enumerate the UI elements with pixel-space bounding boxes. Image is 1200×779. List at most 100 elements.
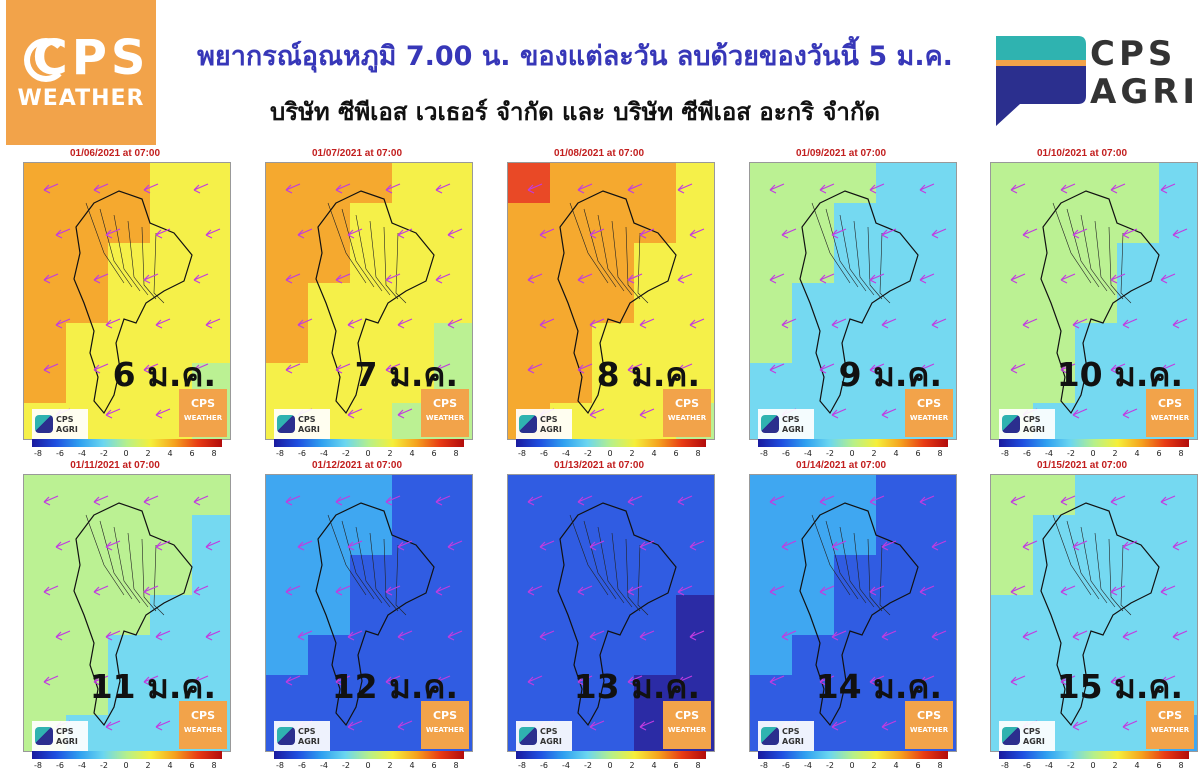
province-border: [1108, 226, 1124, 300]
wind-arrow: [397, 540, 413, 551]
logo-right-line2: AGRI: [1090, 72, 1200, 112]
wind-arrow: [205, 228, 221, 239]
anomaly-cell: [1159, 595, 1197, 636]
anomaly-cell: [308, 595, 351, 636]
wind-arrow: [43, 273, 59, 284]
colorbar-tick-label: -4: [320, 761, 328, 770]
colorbar-tick-label: -8: [760, 449, 768, 458]
wind-arrow: [1072, 540, 1088, 551]
anomaly-cell: [876, 323, 919, 364]
wind-arrow: [689, 318, 705, 329]
colorbar-tick-label: 0: [607, 449, 613, 458]
wind-arrow: [1122, 720, 1138, 731]
wind-arrow: [285, 363, 301, 374]
mini-agri-logo: CPS AGRI: [758, 409, 814, 439]
colorbar-tick-label: 8: [211, 449, 217, 458]
anomaly-cell: [750, 283, 793, 324]
wind-arrow: [627, 675, 643, 686]
forecast-panel: 01/14/2021 at 07:00 14 ม.ค. CPS AGRI CPS WEAT…: [736, 460, 957, 770]
anomaly-cell: [676, 323, 714, 364]
forecast-panel: 01/13/2021 at 07:00 13 ม.ค. CPS AGRI CPS WEAT…: [494, 460, 715, 770]
wind-arrow: [1172, 228, 1188, 239]
wind-arrow: [43, 183, 59, 194]
anomaly-cell: [66, 595, 109, 636]
anomaly-cell: [550, 635, 593, 676]
country-border: [799, 502, 919, 727]
colorbar-tick-label: 6: [673, 449, 679, 458]
anomaly-cell: [1033, 203, 1076, 244]
anomaly-cell: [1075, 715, 1118, 751]
day-label: 13 ม.ค.: [573, 667, 700, 706]
wind-arrow: [1122, 408, 1138, 419]
colorbar-tick-label: 0: [365, 761, 371, 770]
wind-arrow: [627, 585, 643, 596]
colorbar-tick-label: 0: [849, 761, 855, 770]
colorbar-tick-label: -6: [298, 449, 306, 458]
wind-arrow: [155, 540, 171, 551]
anomaly-cell: [266, 283, 309, 324]
province-border: [839, 526, 867, 604]
anomaly-cell: [392, 635, 435, 676]
wind-arrow: [1060, 363, 1076, 374]
wind-arrow: [527, 495, 543, 506]
wind-arrow: [639, 318, 655, 329]
speech-bubble-icon: [35, 727, 53, 745]
anomaly-cell: [308, 515, 351, 556]
anomaly-cell: [1075, 475, 1118, 516]
colorbar-tick-label: -8: [518, 449, 526, 458]
colorbar-ticks: -8 -6 -4 -2 0 2 4 6 8: [268, 761, 470, 771]
province-border: [341, 208, 375, 288]
colorbar-tick-label: 6: [431, 449, 437, 458]
province-border: [625, 538, 641, 612]
anomaly-cell: [1117, 635, 1160, 676]
anomaly-cell: [392, 283, 435, 324]
mini-weather-logo: CPS WEATHER: [905, 701, 953, 749]
anomaly-cell: [1117, 203, 1160, 244]
anomaly-cell: [876, 243, 919, 284]
anomaly-cell: [1159, 283, 1197, 324]
panel-date: 01/13/2021 at 07:00: [553, 460, 645, 471]
wind-arrow: [589, 630, 605, 641]
anomaly-cell: [750, 635, 793, 676]
anomaly-cell: [918, 595, 956, 636]
colorbar-tick-label: -8: [34, 761, 42, 770]
anomaly-cell: [991, 283, 1034, 324]
anomaly-cell: [1117, 475, 1160, 516]
province-border: [141, 538, 157, 612]
province-border: [113, 526, 141, 604]
anomaly-cell: [1117, 243, 1160, 284]
wind-arrow: [919, 363, 935, 374]
wind-arrow: [831, 720, 847, 731]
wind-arrow: [1122, 630, 1138, 641]
anomaly-cell: [66, 635, 109, 676]
anomaly-cell: [918, 323, 956, 364]
anomaly-cell: [750, 475, 793, 516]
anomaly-cell: [150, 555, 193, 596]
wind-arrow: [385, 585, 401, 596]
anomaly-cell: [308, 283, 351, 324]
speech-bubble-icon: [277, 415, 295, 433]
anomaly-cell: [550, 323, 593, 364]
colorbar-ticks: -8 -6 -4 -2 0 2 4 6 8: [510, 761, 712, 771]
anomaly-cell: [918, 163, 956, 204]
wind-arrow: [1160, 585, 1176, 596]
colorbar-tick-label: -2: [826, 761, 834, 770]
anomaly-cell: [24, 323, 67, 364]
anomaly-cell: [1117, 163, 1160, 204]
wind-arrow: [1160, 363, 1176, 374]
anomaly-cell: [991, 595, 1034, 636]
colorbar-tick-label: -2: [342, 449, 350, 458]
province-border: [127, 532, 149, 608]
anomaly-cell: [508, 283, 551, 324]
wind-arrow: [55, 540, 71, 551]
province-border: [327, 202, 367, 284]
colorbar-tick-label: 4: [893, 761, 899, 770]
country-border: [73, 190, 193, 415]
anomaly-cell: [550, 515, 593, 556]
logo-right-line1: CPS: [1090, 34, 1177, 74]
wind-arrow: [93, 585, 109, 596]
wind-arrow: [639, 540, 655, 551]
wind-arrow: [931, 318, 947, 329]
anomaly-cell: [150, 595, 193, 636]
colorbar-tick-label: -6: [540, 761, 548, 770]
